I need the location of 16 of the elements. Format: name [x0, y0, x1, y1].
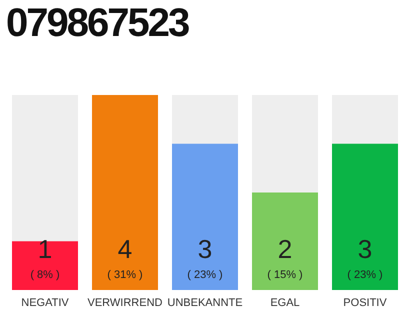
x-tick-label: NEGATIV — [21, 296, 70, 309]
data-label: 2 — [278, 234, 292, 264]
data-label: 3 — [358, 234, 372, 264]
annotation: ( 31% ) — [107, 269, 143, 281]
annotation: ( 8% ) — [30, 269, 60, 281]
x-tick-label: EGAL — [270, 296, 300, 309]
chart-title: 079867523 — [5, 0, 190, 47]
data-label: 1 — [38, 234, 52, 264]
x-tick-label: POSITIV — [343, 296, 388, 309]
x-tick-label: VERWIRREND — [88, 296, 163, 309]
annotation: ( 23% ) — [187, 269, 223, 281]
annotation: ( 15% ) — [267, 269, 303, 281]
x-tick-label: UNBEKANNTE — [167, 296, 243, 309]
data-label: 3 — [198, 234, 212, 264]
annotation: ( 23% ) — [347, 269, 383, 281]
data-label: 4 — [118, 234, 132, 264]
